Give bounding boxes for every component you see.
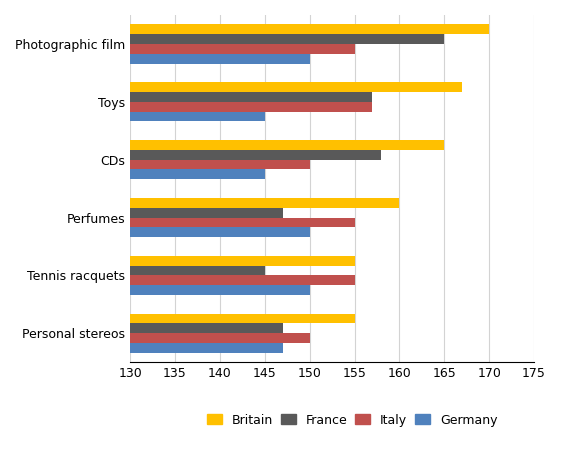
- Bar: [130, 150, 381, 160]
- Bar: [130, 285, 310, 295]
- Bar: [130, 140, 444, 150]
- Bar: [130, 256, 355, 266]
- Bar: [130, 102, 373, 112]
- Bar: [130, 198, 399, 208]
- Bar: [130, 323, 283, 333]
- Bar: [130, 24, 489, 34]
- Bar: [130, 54, 310, 64]
- Bar: [130, 266, 265, 275]
- Bar: [130, 92, 373, 102]
- Bar: [130, 228, 310, 237]
- Bar: [130, 313, 355, 323]
- Bar: [130, 275, 355, 285]
- Bar: [130, 160, 310, 169]
- Bar: [130, 44, 355, 54]
- Bar: [130, 82, 462, 92]
- Bar: [130, 112, 265, 121]
- Bar: [130, 343, 283, 353]
- Bar: [130, 218, 355, 228]
- Bar: [130, 208, 283, 218]
- Bar: [130, 169, 265, 179]
- Legend: Britain, France, Italy, Germany: Britain, France, Italy, Germany: [207, 413, 498, 427]
- Bar: [130, 34, 444, 44]
- Bar: [130, 333, 310, 343]
